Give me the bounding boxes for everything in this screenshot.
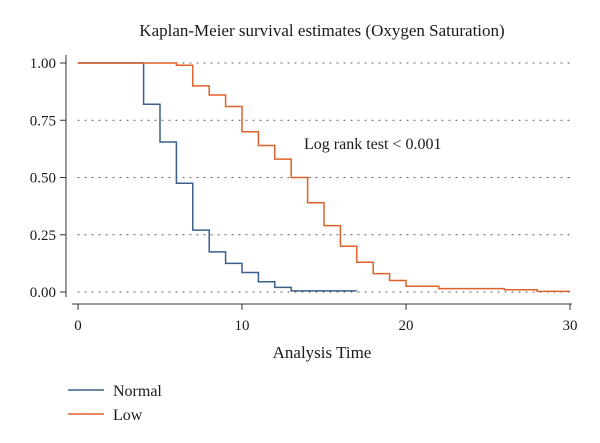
- series-line-low: [78, 62, 570, 293]
- x-tick-label: 20: [399, 318, 414, 334]
- legend: Normal Low: [68, 383, 162, 424]
- y-tick-label: 0.00: [30, 285, 56, 301]
- legend-label-low: Low: [113, 407, 143, 424]
- x-axis: 0 10 20 30: [72, 303, 578, 334]
- legend-label-normal: Normal: [113, 383, 162, 400]
- x-axis-label: Analysis Time: [273, 343, 372, 362]
- x-tick-label: 10: [235, 318, 250, 334]
- y-tick-label: 0.50: [30, 171, 56, 187]
- series-group: [78, 62, 570, 293]
- y-axis: 0.00 0.25 0.50 0.75 1.00: [30, 55, 67, 301]
- log-rank-annotation: Log rank test < 0.001: [304, 136, 441, 153]
- grid-lines: [77, 62, 571, 293]
- y-tick-label: 0.25: [30, 228, 56, 244]
- x-tick-label: 30: [563, 318, 578, 334]
- y-tick-label: 0.75: [30, 113, 56, 129]
- series-line-normal: [78, 62, 357, 292]
- x-tick-label: 0: [74, 318, 82, 334]
- y-tick-label: 1.00: [30, 56, 56, 72]
- chart-title: Kaplan-Meier survival estimates (Oxygen …: [139, 21, 504, 40]
